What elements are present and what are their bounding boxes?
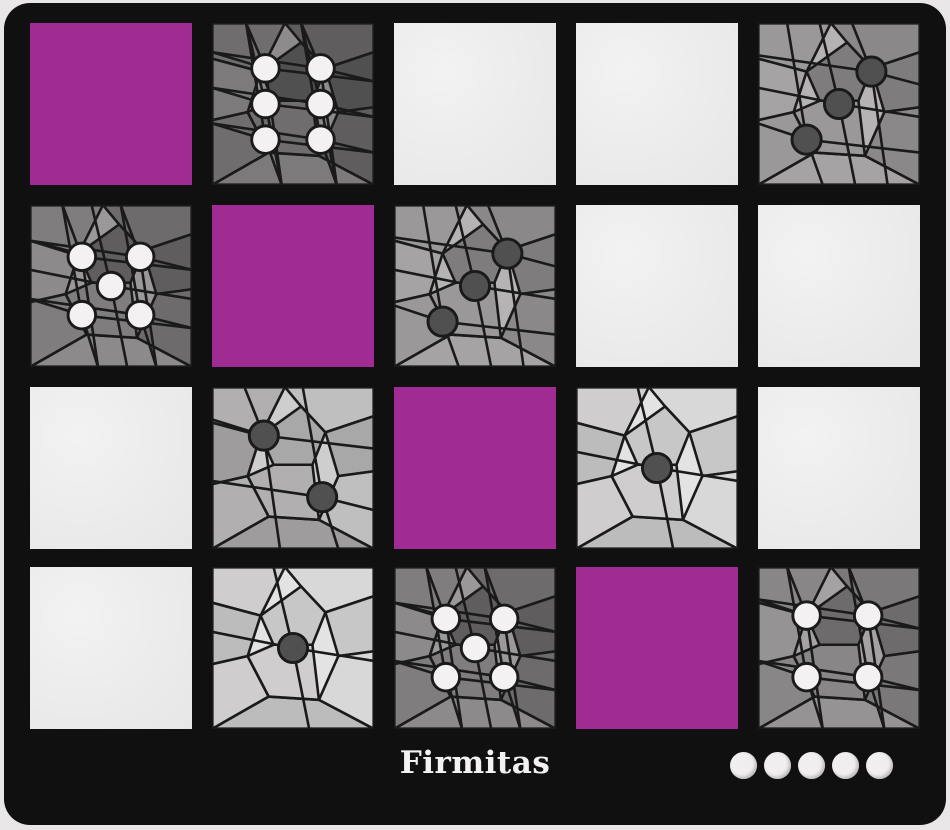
pip <box>305 53 336 84</box>
pip <box>852 600 884 631</box>
pip <box>66 241 98 273</box>
window-grid <box>4 3 946 743</box>
color-restriction-magenta <box>576 567 738 729</box>
color-restriction-magenta <box>394 387 556 549</box>
difficulty-dot <box>832 752 859 779</box>
card-title: Firmitas <box>399 745 551 781</box>
shade-restriction-2 <box>212 387 374 549</box>
shade-restriction-1 <box>576 387 738 549</box>
shade-restriction-5 <box>30 205 192 367</box>
pip <box>791 661 822 693</box>
pattern-card: Firmitas <box>4 3 946 825</box>
shade-restriction-3 <box>394 205 556 367</box>
difficulty-dot <box>866 752 893 779</box>
blank-space <box>394 23 556 185</box>
blank-space <box>576 23 738 185</box>
pip <box>124 299 156 331</box>
pip <box>488 661 520 693</box>
difficulty-indicator <box>730 752 893 779</box>
pip <box>124 241 156 273</box>
shade-restriction-3 <box>758 23 920 185</box>
shade-die-1 <box>212 567 374 729</box>
shade-die-4 <box>758 567 920 729</box>
pip <box>426 305 459 338</box>
difficulty-dot <box>764 752 791 779</box>
pip <box>95 270 127 302</box>
shade-die-3 <box>394 205 556 367</box>
blank-space <box>758 387 920 549</box>
pip <box>66 299 98 331</box>
color-restriction-magenta <box>30 23 192 185</box>
shade-restriction-1 <box>212 567 374 729</box>
shade-die-3 <box>758 23 920 185</box>
blank-space <box>576 205 738 367</box>
blank-space <box>758 205 920 367</box>
pip <box>822 87 856 121</box>
pip <box>640 451 674 485</box>
pip <box>855 55 888 88</box>
shade-die-2 <box>212 387 374 549</box>
pip <box>276 631 310 665</box>
pip <box>250 53 281 84</box>
pip <box>305 124 336 155</box>
shade-restriction-6 <box>212 23 374 185</box>
pip <box>791 600 822 631</box>
pip <box>250 124 281 155</box>
pip <box>488 603 520 635</box>
pip <box>458 269 492 303</box>
pip <box>430 661 462 693</box>
pip <box>305 88 336 120</box>
shade-die-1 <box>576 387 738 549</box>
pip <box>430 603 462 635</box>
blank-space <box>30 387 192 549</box>
pip <box>306 481 339 514</box>
pip <box>247 419 280 452</box>
pip <box>459 632 491 664</box>
pip <box>250 88 281 120</box>
pip <box>852 661 884 693</box>
shade-die-5 <box>30 205 192 367</box>
shade-restriction-5 <box>394 567 556 729</box>
shade-die-5 <box>394 567 556 729</box>
shade-die-6 <box>212 23 374 185</box>
color-restriction-magenta <box>212 205 374 367</box>
blank-space <box>30 567 192 729</box>
pip <box>491 237 524 270</box>
difficulty-dot <box>730 752 757 779</box>
pip <box>790 123 823 156</box>
shade-restriction-4 <box>758 567 920 729</box>
difficulty-dot <box>798 752 825 779</box>
